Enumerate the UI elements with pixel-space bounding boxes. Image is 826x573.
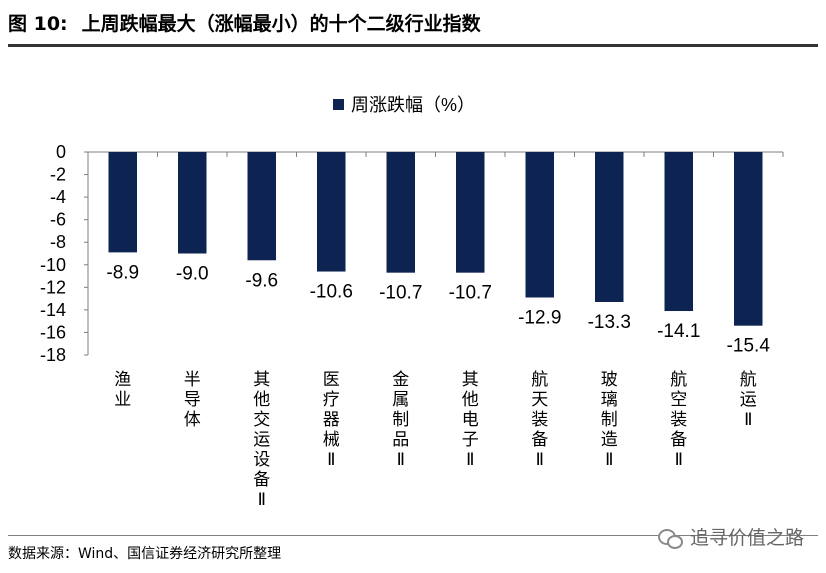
title-rule xyxy=(8,44,818,47)
wechat-icon xyxy=(657,527,684,549)
bar xyxy=(664,152,693,312)
bar xyxy=(317,152,346,272)
x-tick-label: 金属制品 Ⅱ xyxy=(392,370,409,469)
figure-title: 上周跌幅最大（涨幅最小）的十个二级行业指数 xyxy=(81,13,481,35)
legend-label: 周涨跌幅（%） xyxy=(351,95,475,115)
chart-title: 图 10: 上周跌幅最大（涨幅最小）的十个二级行业指数 xyxy=(8,6,818,42)
bar-chart: 0 -2-4 -6-8 -10-12 -14-16 -18 -8.9 渔业 -9.0 半导体 -9.… xyxy=(40,95,784,509)
x-tick-label: 半导体 xyxy=(184,370,201,429)
y-tick-label: -10 xyxy=(40,255,66,275)
footer-rule xyxy=(8,535,818,536)
data-label: -14.1 xyxy=(657,321,700,342)
y-tick-label: -6 xyxy=(50,210,66,230)
y-tick-label: -4 xyxy=(50,187,66,207)
x-tick-label: 玻璃制造 Ⅱ xyxy=(601,370,618,469)
y-tick-label: -12 xyxy=(40,277,66,297)
x-tick-label: 航天装备 Ⅱ xyxy=(531,370,548,469)
bar xyxy=(456,152,485,273)
y-tick-label: -14 xyxy=(40,300,66,320)
bar xyxy=(595,152,624,302)
bar xyxy=(734,152,763,326)
x-tick-label: 其他交运设备 Ⅱ xyxy=(253,370,270,509)
y-tick-label: -2 xyxy=(50,165,66,185)
data-label: -13.3 xyxy=(588,312,631,333)
data-label: -15.4 xyxy=(727,336,771,357)
bar xyxy=(108,152,137,253)
figure-number: 图 10: xyxy=(8,13,68,35)
data-label: -8.9 xyxy=(106,262,139,283)
data-label: -10.7 xyxy=(379,283,422,304)
data-label: -10.7 xyxy=(449,283,492,304)
data-label: -10.6 xyxy=(310,282,353,303)
x-tick-label: 其他电子 Ⅱ xyxy=(462,370,479,469)
data-label: -9.0 xyxy=(176,264,209,285)
bar xyxy=(178,152,207,254)
watermark: 追寻价值之路 xyxy=(657,523,804,553)
x-tick-label: 渔业 xyxy=(114,370,131,409)
bar xyxy=(525,152,554,298)
x-tick-label: 航运 Ⅱ xyxy=(740,370,757,429)
x-tick-label: 医疗器械 Ⅱ xyxy=(323,370,340,469)
data-label: -12.9 xyxy=(518,307,561,328)
bar xyxy=(247,152,276,261)
legend-swatch xyxy=(333,99,344,110)
y-tick-label: -18 xyxy=(40,345,66,365)
y-tick-label: 0 xyxy=(56,142,66,162)
y-tick-label: -16 xyxy=(40,322,66,342)
data-label: -9.6 xyxy=(245,270,278,291)
source-note: 数据来源：Wind、国信证券经济研究所整理 xyxy=(8,546,282,562)
x-tick-label: 航空装备 Ⅱ xyxy=(670,370,687,469)
y-tick-label: -8 xyxy=(50,232,66,252)
bar xyxy=(386,152,415,273)
watermark-text: 追寻价值之路 xyxy=(689,527,804,549)
